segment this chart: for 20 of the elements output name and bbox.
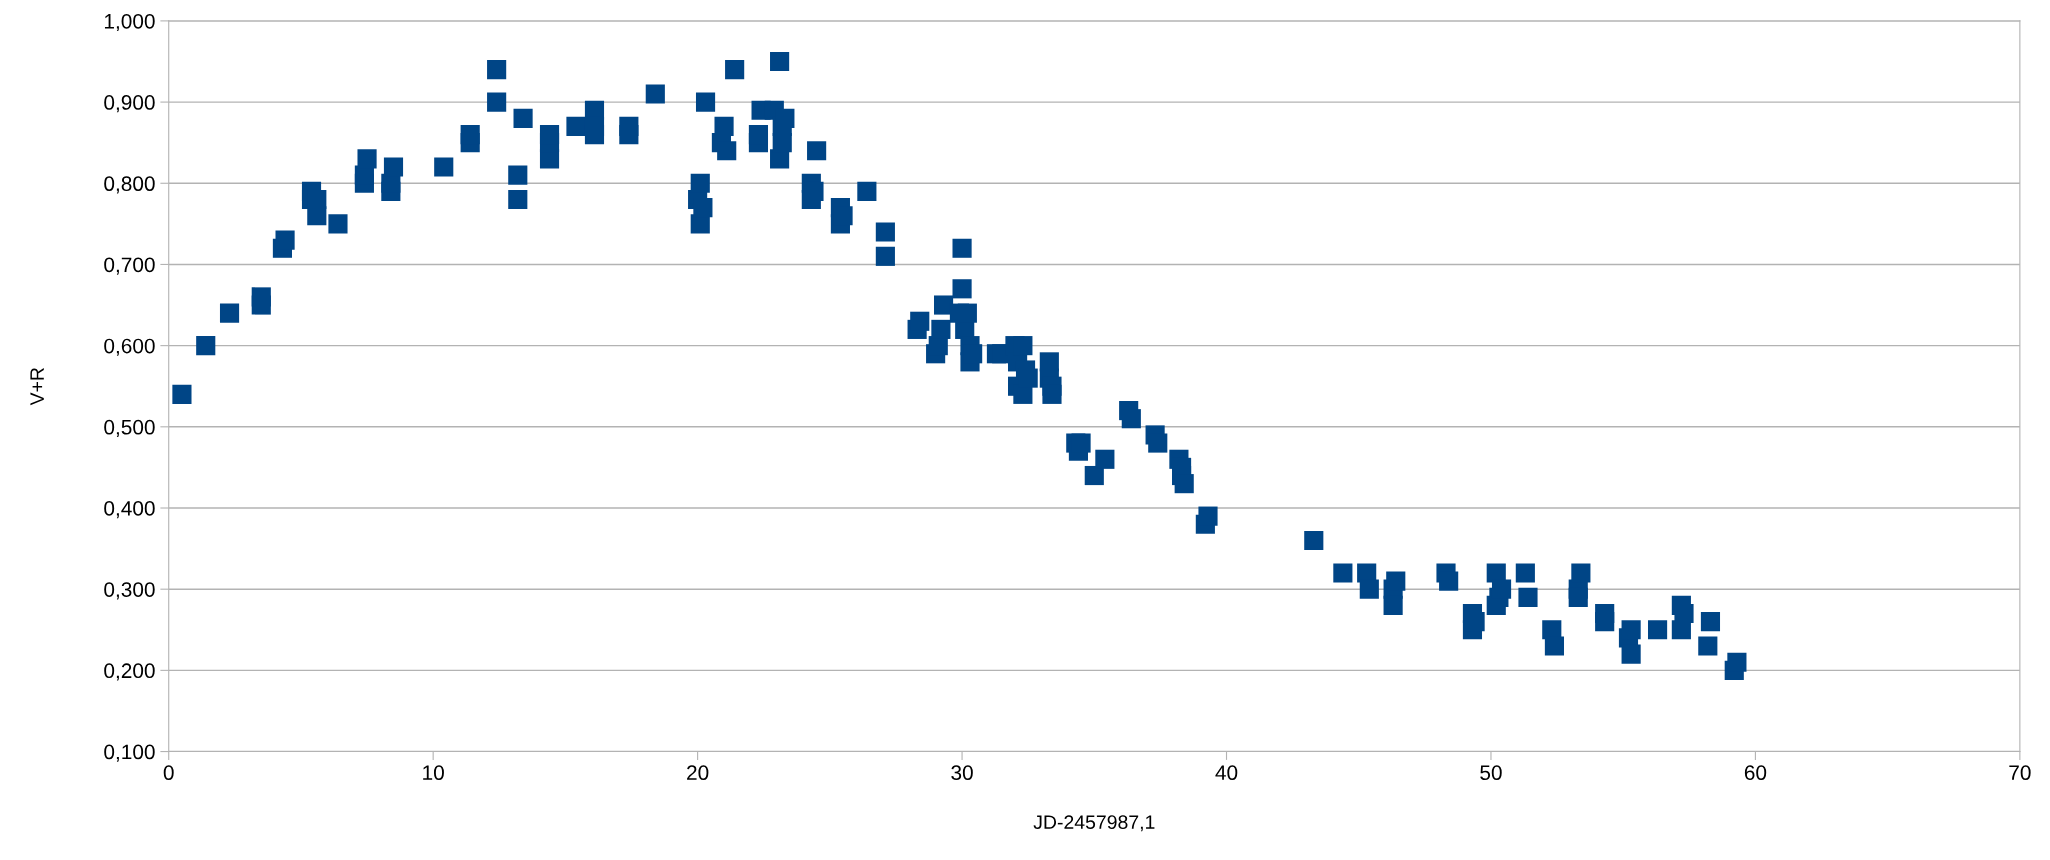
x-tick-label: 0 [163, 765, 174, 781]
x-tick-label: 60 [1744, 765, 1767, 781]
y-axis-title: V+R [30, 367, 44, 406]
x-tick-label: 30 [951, 765, 973, 781]
x-tick-label: 10 [423, 765, 444, 781]
y-tick-label: 0,800 [104, 176, 155, 194]
y-tick-label: 0,300 [104, 582, 155, 600]
y-tick-label: 0,900 [104, 95, 155, 113]
y-tick-label: 0,600 [104, 338, 155, 356]
y-tick-label: 0,700 [104, 257, 155, 275]
x-tick-label: 50 [1480, 765, 1502, 781]
y-tick-label: 0,400 [104, 501, 155, 519]
x-tick-label: 20 [687, 765, 709, 781]
x-tick-label: 70 [2009, 765, 2031, 781]
x-axis-title: JD-2457987,1 [1033, 815, 1155, 832]
y-tick-label: 0,200 [104, 663, 155, 681]
y-tick-label: 1,000 [104, 13, 155, 32]
x-tick-label: 40 [1215, 765, 1238, 781]
y-tick-label: 0,500 [104, 419, 155, 438]
y-tick-label: 0,100 [104, 744, 155, 762]
